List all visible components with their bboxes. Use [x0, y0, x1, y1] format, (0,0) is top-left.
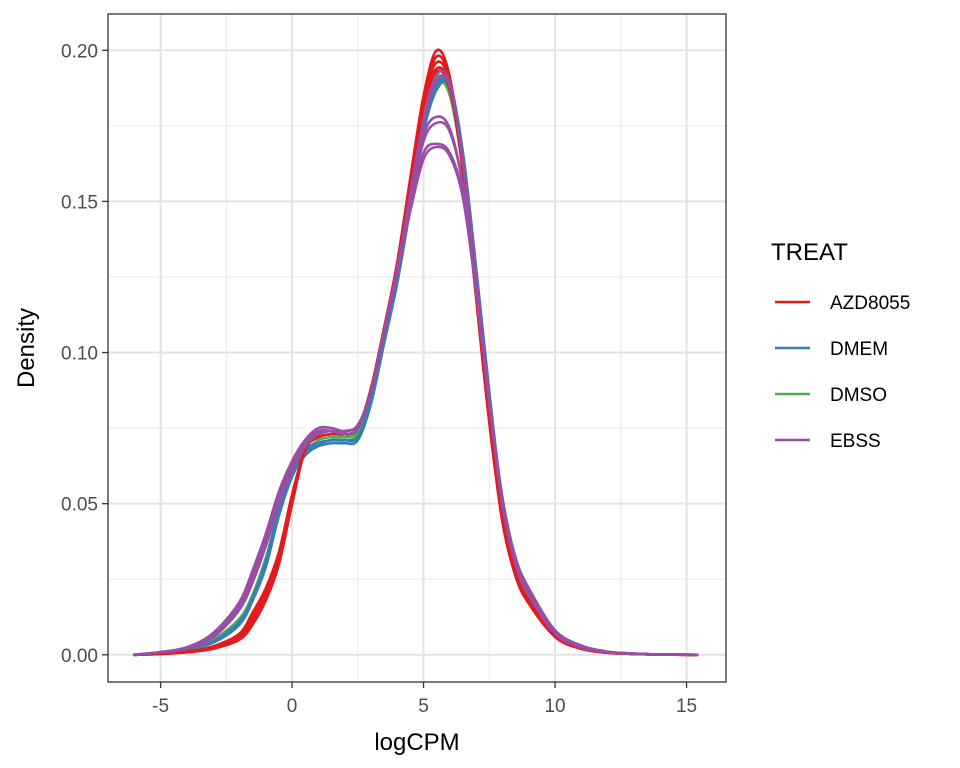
density-line-ebss-16 — [133, 69, 699, 657]
y-tick-label: 0.20 — [61, 41, 98, 62]
plot-panel-border — [107, 13, 727, 683]
plot-panel — [108, 14, 726, 682]
density-line-ebss-14 — [133, 145, 699, 657]
legend-label-dmem: DMEM — [830, 339, 888, 360]
grid-minor-lines — [108, 14, 726, 682]
y-tick-label: 0.05 — [61, 495, 98, 516]
legend-title: TREAT — [771, 239, 848, 266]
y-axis: 0.00 0.05 0.10 0.15 0.20 — [61, 41, 108, 667]
legend: TREAT AZD8055 DMEM DMSO EBSS — [771, 239, 910, 452]
y-tick-label: 0.00 — [61, 646, 98, 667]
y-tick-label: 0.10 — [61, 344, 98, 365]
legend-label-ebss: EBSS — [830, 431, 881, 452]
y-tick-label: 0.15 — [61, 192, 98, 213]
x-tick-label: 0 — [287, 696, 298, 717]
x-tick-label: -5 — [152, 696, 169, 717]
x-tick-label: 10 — [544, 696, 565, 717]
y-axis-title: Density — [13, 308, 40, 388]
grid-major-lines — [108, 14, 726, 682]
x-axis: -5 0 5 10 15 — [152, 682, 697, 717]
density-curves — [133, 48, 699, 657]
legend-label-dmso: DMSO — [830, 385, 887, 406]
x-tick-label: 5 — [418, 696, 429, 717]
x-axis-title: logCPM — [374, 729, 459, 756]
legend-label-azd8055: AZD8055 — [830, 293, 910, 314]
x-tick-label: 15 — [676, 696, 697, 717]
